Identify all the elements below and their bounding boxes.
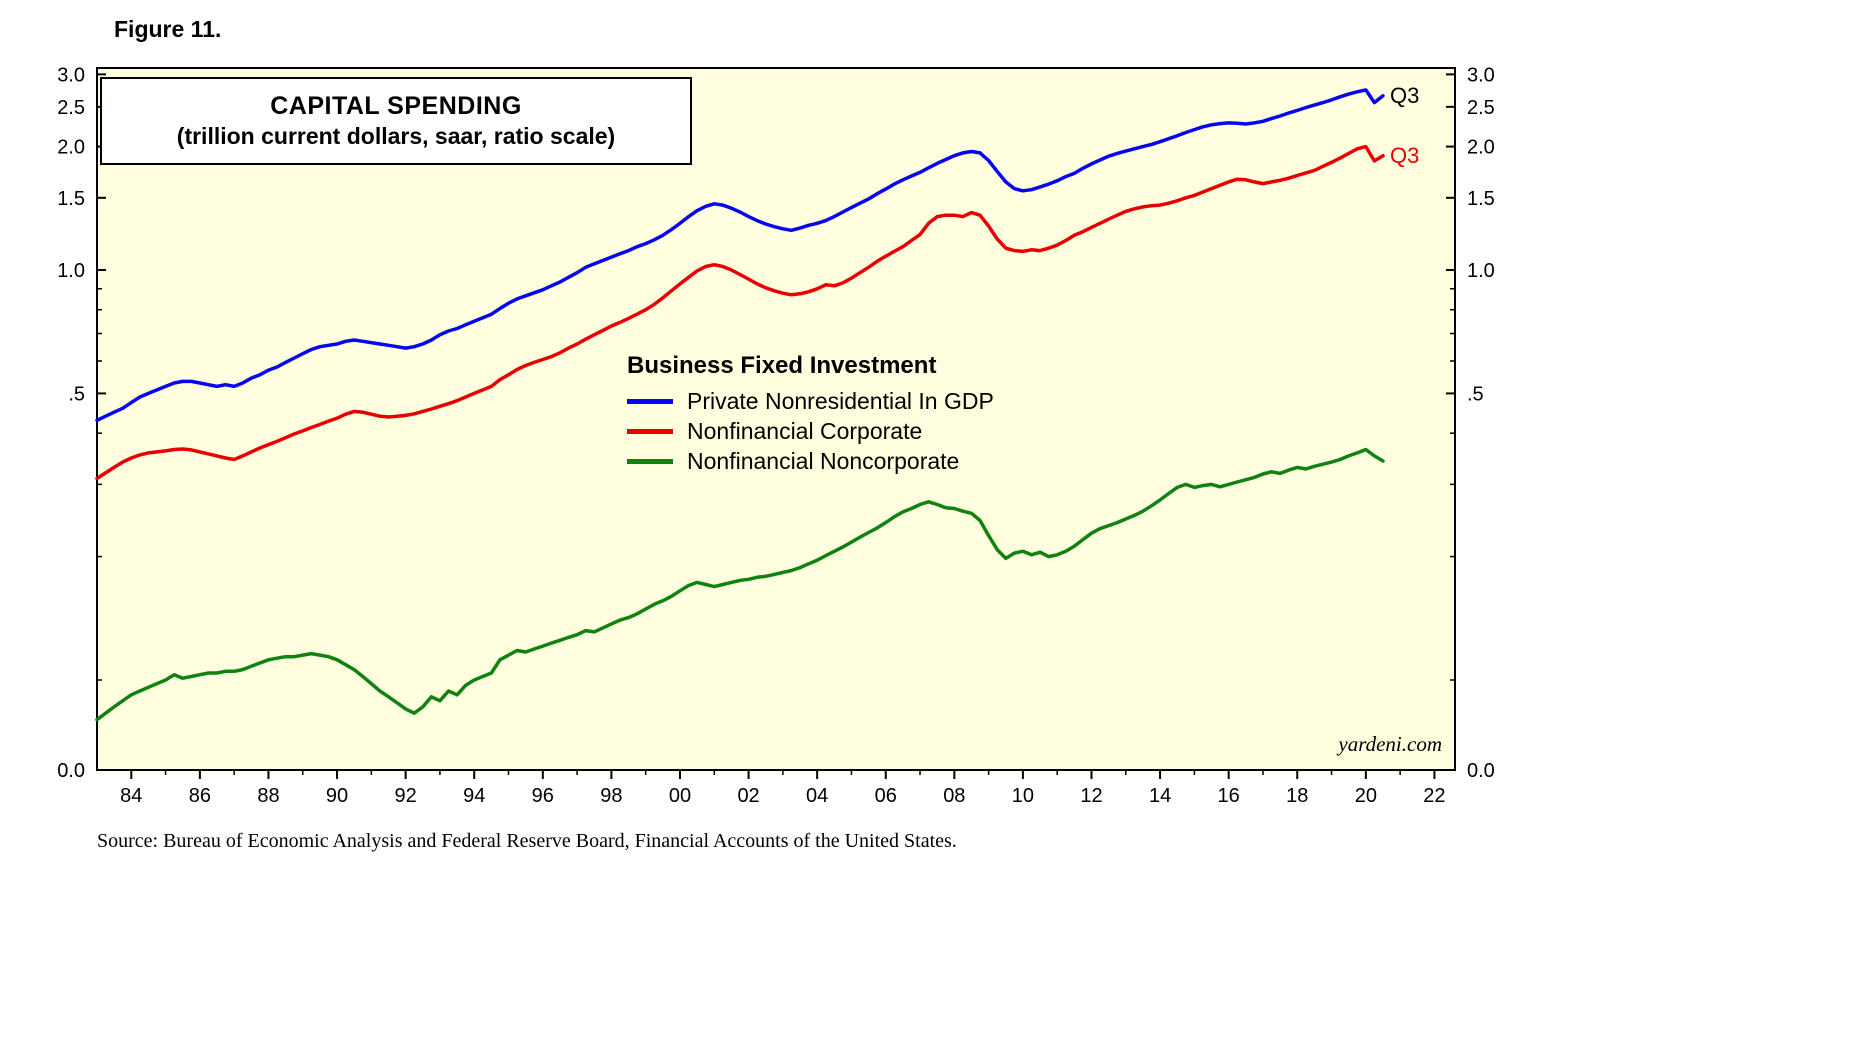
legend-label-nonfinancial-corporate: Nonfinancial Corporate bbox=[687, 417, 923, 444]
x-axis-label: 86 bbox=[189, 785, 211, 807]
legend-item-private-nonresidential: Private Nonresidential In GDP bbox=[627, 386, 994, 416]
legend-label-private-nonresidential: Private Nonresidential In GDP bbox=[687, 387, 994, 414]
x-axis-label: 88 bbox=[257, 785, 279, 807]
legend-item-nonfinancial-corporate: Nonfinancial Corporate bbox=[627, 416, 994, 446]
x-axis-label: 00 bbox=[669, 785, 691, 807]
y-axis-label-left: 1.0 bbox=[57, 260, 85, 282]
x-axis-label: 04 bbox=[806, 785, 828, 807]
y-axis-label-right: 1.0 bbox=[1467, 260, 1495, 282]
legend-swatch-green-line bbox=[627, 458, 673, 464]
y-axis-label-right: 2.5 bbox=[1467, 97, 1495, 119]
y-axis-zero-label-right: 0.0 bbox=[1467, 760, 1495, 782]
legend-item-nonfinancial-noncorporate: Nonfinancial Noncorporate bbox=[627, 446, 994, 476]
x-axis-label: 08 bbox=[943, 785, 965, 807]
y-axis-zero-label-left: 0.0 bbox=[57, 760, 85, 782]
legend-title: Business Fixed Investment bbox=[627, 352, 937, 379]
figure-label: Figure 11. bbox=[114, 16, 222, 42]
y-axis-label-left: .5 bbox=[68, 383, 85, 405]
x-axis-label: 16 bbox=[1218, 785, 1240, 807]
watermark-yardeni: yardeni.com bbox=[1338, 732, 1442, 756]
x-axis-label: 92 bbox=[395, 785, 417, 807]
x-axis-label: 98 bbox=[600, 785, 622, 807]
x-axis-label: 10 bbox=[1012, 785, 1034, 807]
y-axis-label-right: 3.0 bbox=[1467, 64, 1495, 86]
legend-swatch-blue-line bbox=[627, 398, 673, 404]
x-axis-label: 06 bbox=[875, 785, 897, 807]
plot-area bbox=[96, 67, 1456, 771]
legend-swatch-red-line bbox=[627, 428, 673, 434]
series-line-private-nonresidential-in-gdp bbox=[95, 88, 1385, 423]
annotation-q3-red-series: Q3 bbox=[1390, 143, 1420, 168]
x-axis-label: 12 bbox=[1080, 785, 1102, 807]
series-line-nonfinancial-noncorporate bbox=[95, 447, 1385, 722]
x-axis-label: 22 bbox=[1423, 785, 1445, 807]
y-axis-label-left: 2.5 bbox=[57, 97, 85, 119]
annotation-q3-blue-series: Q3 bbox=[1390, 83, 1420, 108]
x-axis-label: 14 bbox=[1149, 785, 1171, 807]
x-axis-label: 18 bbox=[1286, 785, 1308, 807]
x-axis-label: 84 bbox=[120, 785, 142, 807]
series-line-nonfinancial-corporate bbox=[95, 144, 1385, 481]
source-note: Source: Bureau of Economic Analysis and … bbox=[97, 830, 957, 852]
chart-subtitle: (trillion current dollars, saar, ratio s… bbox=[176, 123, 616, 149]
x-axis-label: 20 bbox=[1355, 785, 1377, 807]
legend: Business Fixed Investment Private Nonres… bbox=[627, 352, 994, 476]
x-axis-label: 94 bbox=[463, 785, 485, 807]
y-axis-label-left: 1.5 bbox=[57, 188, 85, 210]
x-axis-label: 02 bbox=[737, 785, 759, 807]
chart-title-box: CAPITAL SPENDING (trillion current dolla… bbox=[100, 77, 692, 165]
chart-title: CAPITAL SPENDING bbox=[270, 92, 522, 120]
y-axis-label-right: 1.5 bbox=[1467, 188, 1495, 210]
x-axis-label: 90 bbox=[326, 785, 348, 807]
x-axis-label: 96 bbox=[532, 785, 554, 807]
y-axis-label-right: 2.0 bbox=[1467, 137, 1495, 159]
y-axis-label-right: .5 bbox=[1467, 383, 1484, 405]
legend-label-nonfinancial-noncorporate: Nonfinancial Noncorporate bbox=[687, 447, 960, 474]
y-axis-label-left: 2.0 bbox=[57, 137, 85, 159]
y-axis-label-left: 3.0 bbox=[57, 64, 85, 86]
